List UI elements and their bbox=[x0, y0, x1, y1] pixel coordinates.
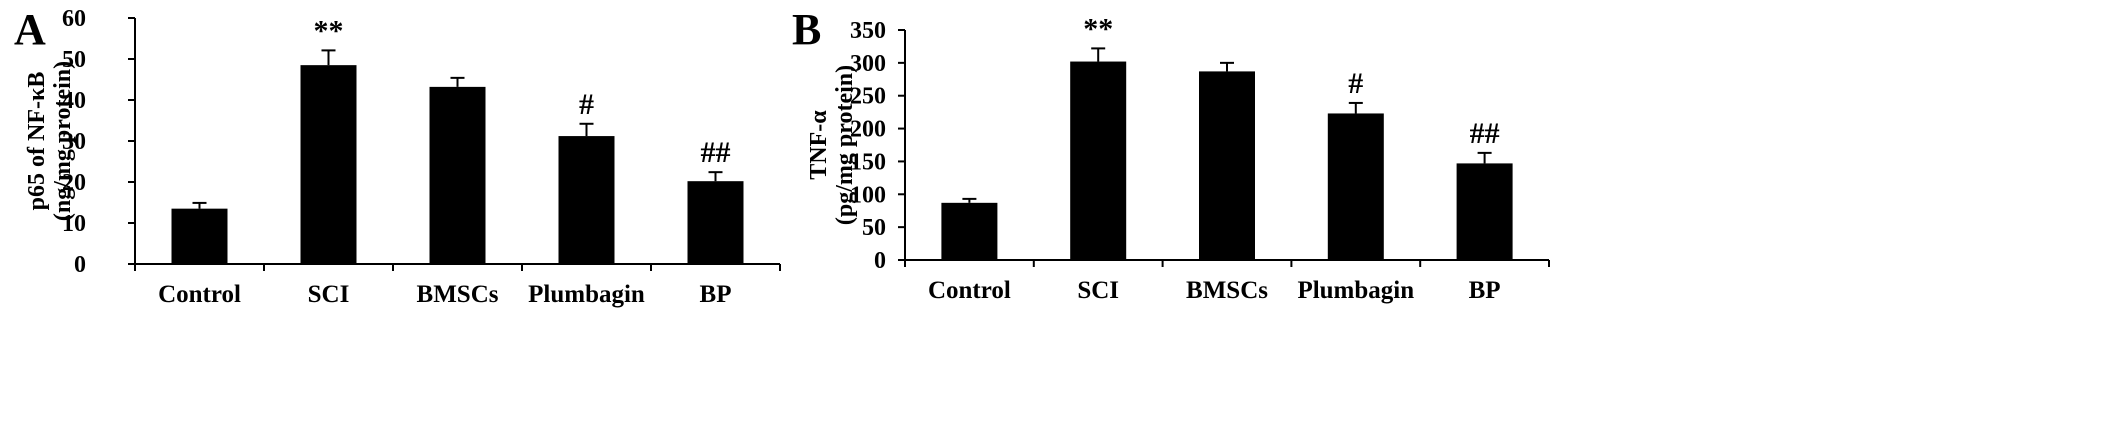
y-tick-label: 50 bbox=[862, 215, 886, 241]
chart-panel-a: A 0 10 20 30 40 50 60 p65 of NF-κB (ng/mg protein… bbox=[14, 5, 781, 308]
y-axis-title-line1: p65 of NF-κB bbox=[24, 72, 50, 211]
significance-label: ## bbox=[1470, 117, 1500, 150]
bar-sci bbox=[1070, 61, 1127, 260]
y-tick-label: 50 bbox=[62, 47, 86, 73]
significance-label: ** bbox=[1083, 12, 1113, 45]
y-tick-label: 250 bbox=[850, 84, 886, 110]
y-tick-label: 30 bbox=[62, 129, 86, 155]
x-category-label: Control bbox=[158, 281, 241, 308]
y-tick-label: 0 bbox=[874, 248, 886, 274]
bar-bmscs bbox=[429, 86, 486, 264]
significance-label: ## bbox=[701, 136, 731, 169]
chart-panel-b: B 0 50 100 150 200 250 300 350 TNF-α (pg/mg protei… bbox=[792, 5, 1550, 304]
bar-bmscs bbox=[1199, 71, 1255, 261]
x-category-label: Plumbagin bbox=[1297, 277, 1414, 304]
bar-control bbox=[171, 208, 228, 264]
x-category-label: BMSCs bbox=[417, 281, 499, 308]
x-category-label: Plumbagin bbox=[528, 281, 645, 308]
significance-label: # bbox=[1348, 67, 1363, 100]
significance-label: # bbox=[579, 88, 594, 121]
x-category-label: BMSCs bbox=[1186, 277, 1268, 304]
y-tick-label: 0 bbox=[74, 252, 86, 278]
x-category-label: BP bbox=[1469, 277, 1501, 304]
bar-plumbagin bbox=[558, 136, 615, 264]
y-tick-label: 100 bbox=[850, 182, 886, 208]
bar-plumbagin bbox=[1327, 113, 1384, 260]
bar-sci bbox=[300, 65, 357, 265]
significance-label: ** bbox=[314, 14, 344, 47]
bar-control bbox=[941, 202, 998, 260]
x-category-label: SCI bbox=[1077, 277, 1119, 304]
y-axis-title-line1: TNF-α bbox=[806, 110, 832, 180]
x-category-label: SCI bbox=[308, 281, 350, 308]
panel-letter: B bbox=[792, 5, 821, 54]
y-tick-label: 350 bbox=[850, 18, 886, 44]
x-category-label: BP bbox=[700, 281, 732, 308]
y-axis-title-line2: (ng/mg protein) bbox=[50, 61, 76, 221]
y-tick-label: 300 bbox=[850, 51, 886, 77]
y-axis-title-line2: (pg/mg protein) bbox=[832, 65, 858, 225]
y-tick-label: 150 bbox=[850, 149, 886, 175]
bar-bp bbox=[1456, 163, 1513, 260]
y-tick-label: 20 bbox=[62, 170, 86, 196]
bar-bp bbox=[687, 181, 744, 264]
y-tick-label: 40 bbox=[62, 88, 86, 114]
y-tick-label: 60 bbox=[62, 6, 86, 32]
y-tick-label: 10 bbox=[62, 211, 86, 237]
x-category-label: Control bbox=[928, 277, 1011, 304]
y-tick-label: 200 bbox=[850, 117, 886, 143]
panel-letter: A bbox=[14, 5, 46, 54]
